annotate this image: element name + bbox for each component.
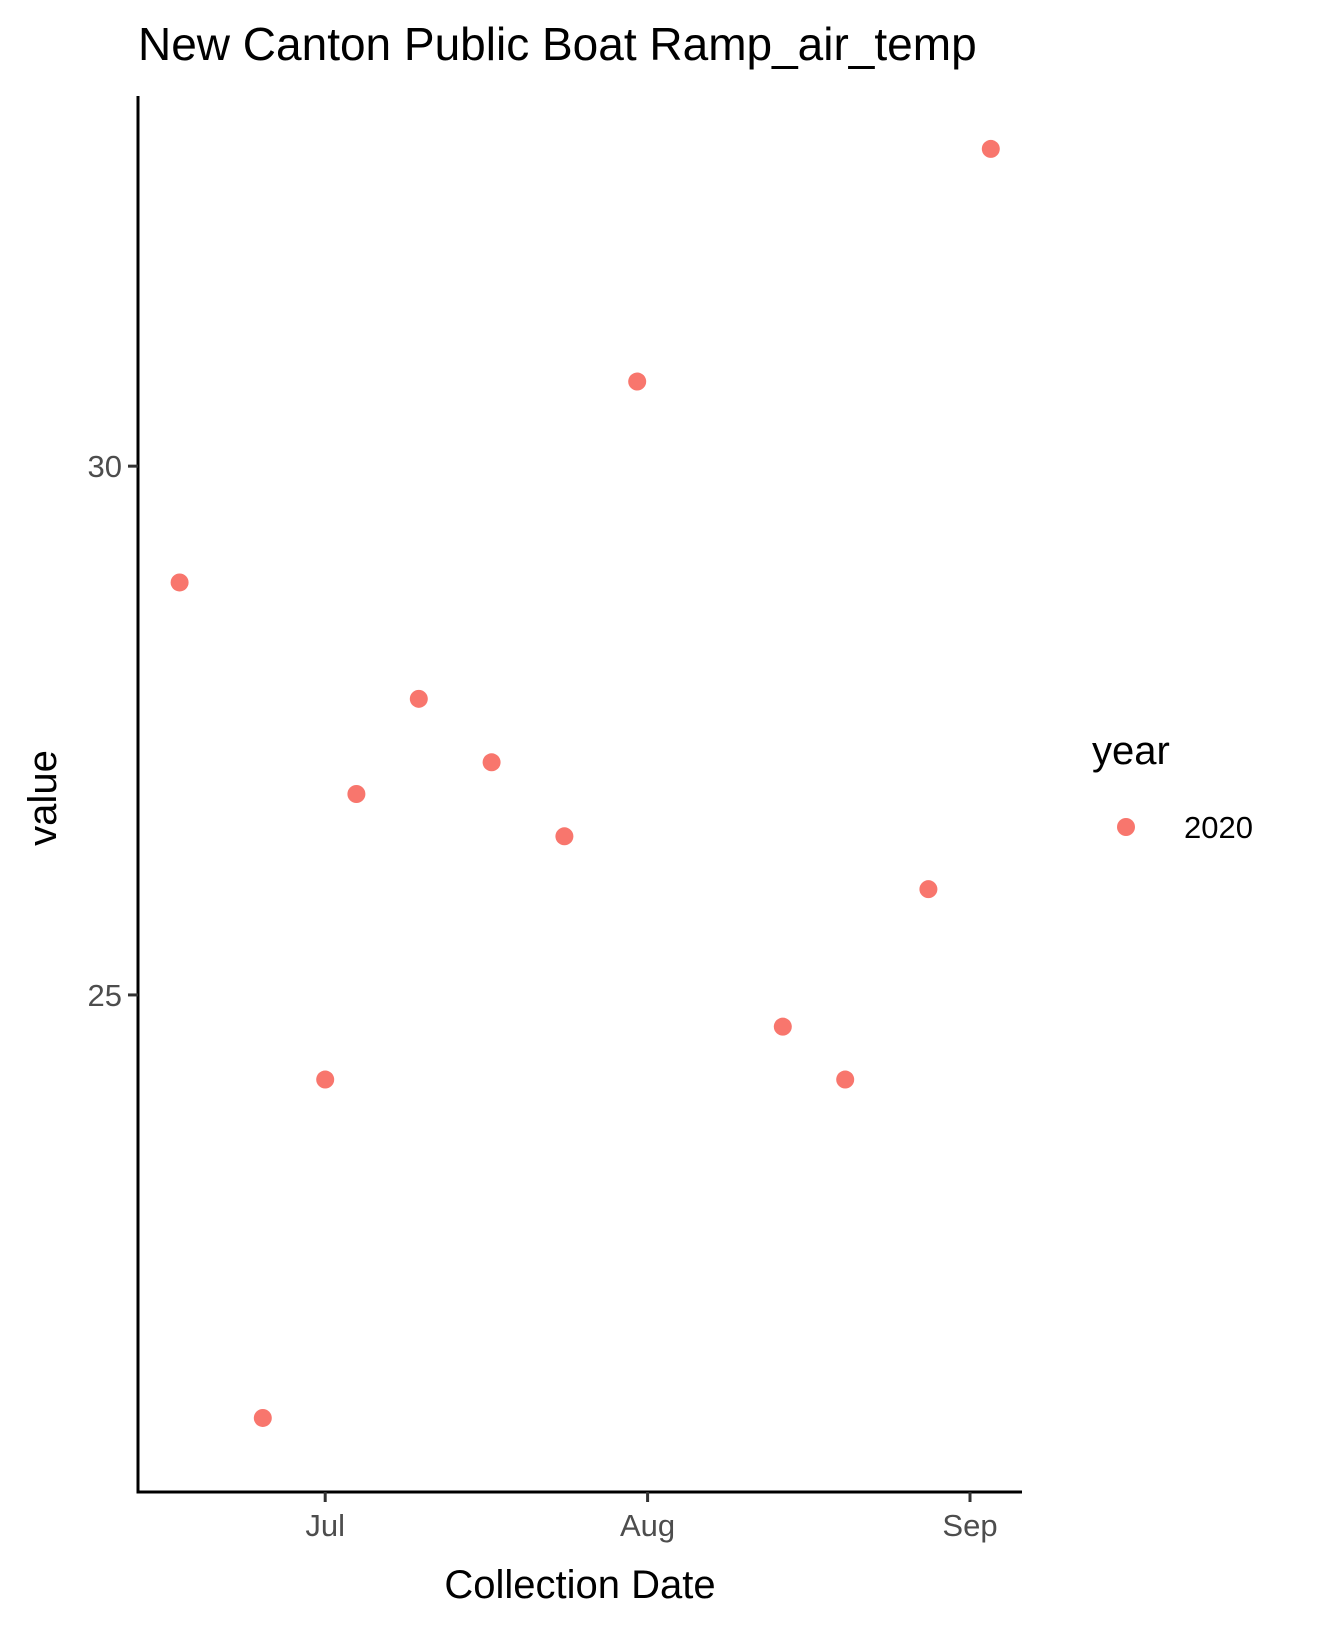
data-point: [919, 880, 938, 899]
y-axis-ticks: 25 30: [88, 449, 138, 1013]
data-point: [482, 753, 501, 772]
legend-title: year: [1092, 729, 1170, 773]
x-axis-title: Collection Date: [444, 1563, 715, 1607]
data-points: [170, 139, 1000, 1427]
data-point: [170, 573, 189, 592]
y-tick-label: 25: [88, 978, 122, 1013]
data-point: [347, 785, 366, 803]
x-axis-ticks: Jul Aug Sep: [305, 1492, 998, 1543]
data-point: [836, 1070, 855, 1089]
data-point: [316, 1070, 335, 1089]
data-point: [409, 689, 428, 708]
x-tick-label: Aug: [620, 1508, 675, 1543]
data-point: [253, 1408, 272, 1427]
x-tick-label: Jul: [305, 1508, 345, 1543]
y-tick-label: 30: [88, 449, 122, 484]
data-point: [555, 827, 574, 846]
data-point: [628, 372, 647, 391]
legend-label: 2020: [1184, 810, 1253, 845]
chart-title: New Canton Public Boat Ramp_air_temp: [138, 18, 977, 70]
y-axis-title: value: [21, 750, 65, 846]
legend: year 2020: [1092, 729, 1253, 845]
legend-entries: 2020: [1117, 810, 1253, 845]
data-point: [773, 1017, 792, 1036]
x-tick-label: Sep: [942, 1508, 997, 1543]
legend-key: [1117, 818, 1135, 836]
data-point: [981, 139, 1000, 158]
plot-area: 25 30 Jul Aug Sep: [88, 96, 1022, 1543]
